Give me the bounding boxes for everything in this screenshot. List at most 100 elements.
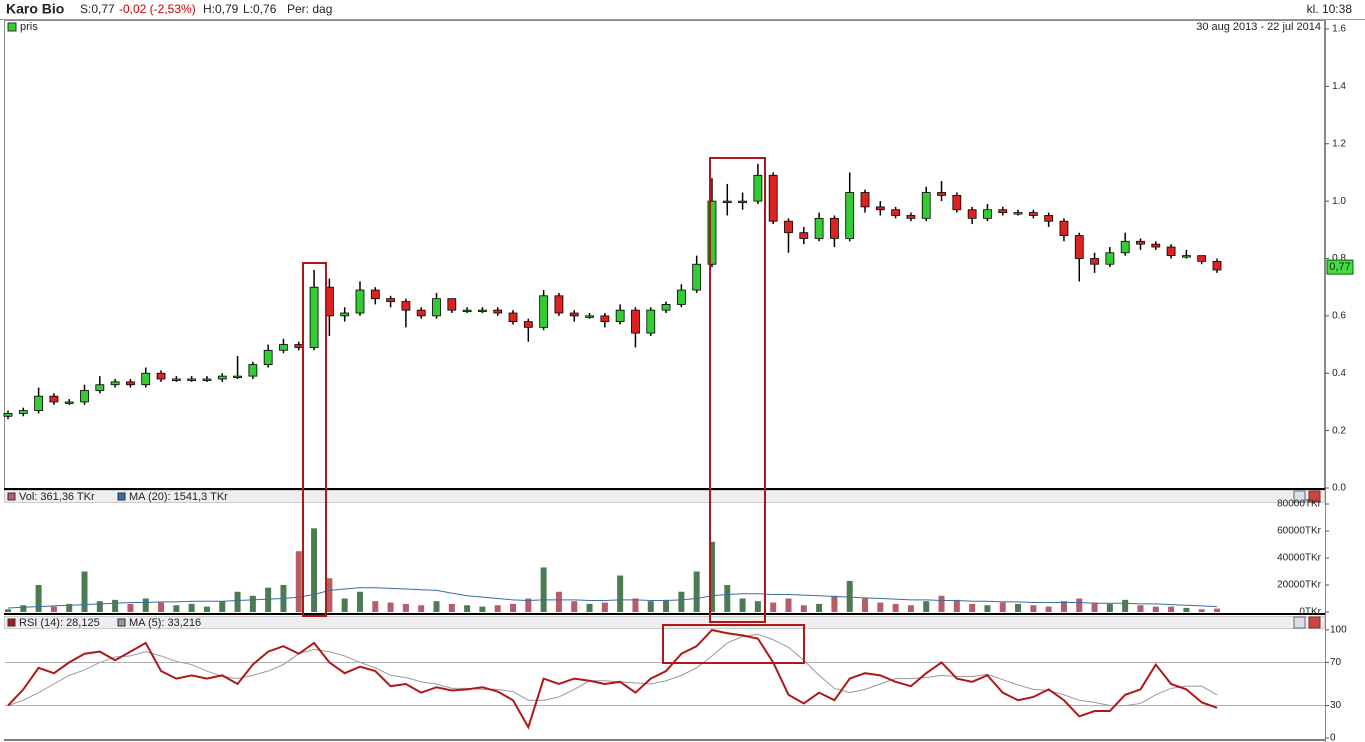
- candle-body: [738, 200, 747, 204]
- volume-bar: [66, 603, 73, 612]
- volume-bar: [525, 598, 532, 612]
- volume-bar: [81, 571, 88, 612]
- candle-body: [217, 375, 227, 380]
- volume-bar: [632, 598, 639, 612]
- candle-body: [478, 309, 487, 313]
- volume-bar: [555, 591, 562, 612]
- legend-label: MA (20): 1541,3 TKr: [129, 491, 228, 503]
- volume-bar: [862, 598, 869, 612]
- candle-body: [585, 315, 594, 318]
- volume-bar: [265, 587, 272, 612]
- candle-body: [202, 378, 212, 381]
- y-tick-label: 1.2: [1332, 138, 1346, 149]
- candle-body: [967, 209, 977, 219]
- candle-body: [340, 312, 350, 317]
- volume-bar: [770, 602, 777, 612]
- candle-body: [95, 384, 105, 391]
- highlight-box: [302, 262, 327, 617]
- high: H:0,79: [203, 2, 239, 16]
- zoom-button[interactable]: [1293, 490, 1306, 503]
- candle-body: [18, 410, 28, 414]
- volume-bar: [127, 603, 134, 612]
- volume-bar: [571, 601, 578, 612]
- volume-bar: [464, 605, 471, 612]
- volume-bar: [800, 605, 807, 612]
- volume-bar: [494, 605, 501, 612]
- candle-body: [263, 349, 273, 366]
- volume-bar: [617, 575, 624, 612]
- volume-bar: [158, 602, 165, 612]
- volume-bar: [1030, 605, 1037, 612]
- volume-bar: [1122, 599, 1129, 612]
- volume-bar: [816, 603, 823, 612]
- candle-body: [156, 372, 166, 380]
- candle-body: [554, 295, 564, 314]
- volume-bar: [877, 602, 884, 612]
- legend-swatch: [7, 618, 16, 627]
- rsi-line: [7, 633, 1218, 707]
- panel-buttons: [1293, 490, 1321, 629]
- candle-body: [921, 192, 931, 219]
- candle-body: [279, 344, 288, 351]
- volume-ma-line: [7, 587, 1218, 609]
- candle-body: [386, 298, 395, 302]
- candle-body: [416, 309, 426, 317]
- candle-body: [80, 390, 89, 403]
- volume-bar: [5, 609, 11, 612]
- candle-body: [799, 232, 809, 239]
- volume-bar: [326, 578, 333, 612]
- candle-body: [355, 289, 365, 314]
- close-button[interactable]: [1308, 490, 1321, 503]
- candle-body: [248, 364, 258, 377]
- candle-body: [187, 378, 197, 381]
- candle-body: [845, 192, 855, 239]
- low: L:0,76: [243, 2, 277, 16]
- volume-bar: [785, 598, 792, 612]
- candle-body: [401, 301, 411, 311]
- candle-body: [1197, 255, 1207, 262]
- volume-bar: [448, 603, 455, 612]
- volume-bar: [907, 605, 914, 612]
- y-tick-label: 0.0: [1332, 483, 1346, 494]
- volume-bar: [540, 567, 547, 612]
- candle-body: [171, 378, 181, 381]
- stock-name: Karo Bio: [6, 1, 64, 17]
- candle-body: [508, 312, 518, 323]
- candle-body: [34, 395, 44, 411]
- y-tick-label: 1.4: [1332, 81, 1346, 92]
- legend-label: Vol: 361,36 TKr: [19, 491, 95, 503]
- volume-bar: [1168, 606, 1175, 612]
- y-tick-label: 0TKr: [1299, 607, 1321, 618]
- change: -0,02 (-2,53%): [119, 2, 196, 16]
- volume-bar: [1106, 603, 1113, 612]
- candle-body: [1028, 212, 1038, 216]
- volume-bar: [418, 605, 425, 612]
- volume-bar: [663, 599, 670, 612]
- y-tick-label: 0.8: [1332, 253, 1346, 264]
- zoom-button[interactable]: [1293, 616, 1306, 629]
- volume-bar: [356, 591, 363, 612]
- volume-bar: [1214, 608, 1220, 612]
- volume-bar: [433, 601, 440, 612]
- candle-body: [309, 286, 319, 348]
- candle-body: [447, 298, 457, 311]
- close-button[interactable]: [1308, 616, 1321, 629]
- volume-bar: [1198, 609, 1205, 612]
- candle-body: [998, 209, 1008, 213]
- volume-header: [4, 490, 1325, 503]
- volume-bar: [50, 606, 57, 612]
- volume-bar: [693, 571, 700, 612]
- candle-body: [1166, 246, 1176, 257]
- candle-body: [891, 209, 901, 216]
- candle-body: [753, 174, 763, 202]
- volume-bar: [479, 606, 486, 612]
- volume-bar: [96, 601, 103, 612]
- y-tick-label: 1.6: [1332, 24, 1346, 35]
- candle-body: [539, 295, 549, 328]
- candle-body: [814, 217, 824, 239]
- candle-body: [661, 303, 671, 311]
- volume-bar: [510, 603, 517, 612]
- candle-body: [1090, 258, 1099, 265]
- y-tick-label: 70: [1330, 657, 1342, 668]
- volume-bar: [999, 602, 1006, 612]
